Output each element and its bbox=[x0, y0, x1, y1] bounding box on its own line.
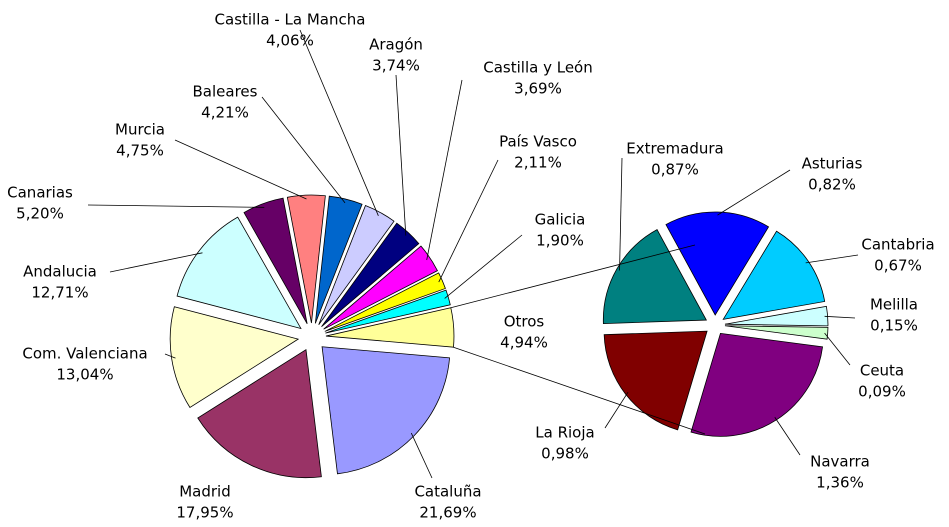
slice-label: Navarra bbox=[810, 453, 870, 471]
slice-label: Melilla bbox=[870, 296, 918, 314]
slice-label: Murcia bbox=[115, 121, 165, 139]
slice-label: Cantabria bbox=[861, 236, 934, 254]
slice-value-label: 0,82% bbox=[808, 176, 856, 194]
pie-slice bbox=[243, 197, 308, 325]
leader-line bbox=[824, 315, 856, 319]
slice-label: Baleares bbox=[193, 83, 258, 101]
pie-slice bbox=[690, 332, 824, 437]
slice-label: Aragón bbox=[369, 36, 423, 54]
slice-value-label: 0,67% bbox=[874, 257, 922, 275]
leader-line bbox=[805, 254, 859, 264]
pie-slice bbox=[169, 306, 300, 409]
slice-label: Galicia bbox=[535, 211, 586, 229]
slice-value-label: 2,11% bbox=[514, 154, 562, 172]
slice-value-label: 12,71% bbox=[31, 284, 88, 302]
slice-value-label: 1,90% bbox=[536, 232, 584, 250]
slice-value-label: 21,69% bbox=[419, 504, 476, 522]
pie-slice bbox=[724, 305, 829, 327]
pie-slice bbox=[286, 194, 326, 324]
slice-value-label: 13,04% bbox=[56, 366, 113, 384]
leader-line bbox=[824, 332, 851, 366]
leader-line bbox=[174, 139, 307, 200]
leader-line bbox=[109, 252, 203, 273]
slice-value-label: 0,09% bbox=[858, 383, 906, 401]
leader-line bbox=[604, 391, 629, 429]
leader-line bbox=[87, 204, 265, 208]
slice-label: La Rioja bbox=[535, 424, 594, 442]
leader-line bbox=[438, 159, 499, 283]
slice-label: Otros bbox=[504, 313, 545, 331]
pie-slice bbox=[325, 289, 451, 334]
slice-value-label: 4,75% bbox=[116, 142, 164, 160]
leader-line bbox=[164, 353, 176, 359]
slice-value-label: 0,98% bbox=[541, 445, 589, 463]
slice-label: Extremadura bbox=[626, 140, 724, 158]
slice-value-label: 0,15% bbox=[870, 317, 918, 335]
pie-slice bbox=[323, 245, 438, 330]
leader-line bbox=[410, 432, 433, 479]
pie-slice bbox=[722, 230, 826, 320]
connector-line bbox=[453, 346, 706, 435]
slice-value-label: 0,87% bbox=[651, 161, 699, 179]
leader-line bbox=[299, 29, 379, 216]
leader-line bbox=[261, 96, 346, 204]
slice-value-label: 1,36% bbox=[816, 474, 864, 492]
pie-slice bbox=[325, 307, 455, 348]
slice-label: Ceuta bbox=[860, 362, 904, 380]
leader-line bbox=[774, 417, 801, 456]
slice-value-label: 3,69% bbox=[514, 80, 562, 98]
slice-label: Castilla - La Mancha bbox=[215, 11, 366, 29]
slice-label: Cataluña bbox=[414, 483, 481, 501]
slice-value-label: 5,20% bbox=[16, 205, 64, 223]
pie-slice bbox=[665, 211, 770, 316]
slice-value-label: 4,94% bbox=[500, 334, 548, 352]
slice-value-label: 4,06% bbox=[266, 32, 314, 50]
pie-slice bbox=[321, 222, 420, 328]
pie-slice bbox=[724, 325, 829, 340]
slice-label: Canarias bbox=[7, 184, 73, 202]
leader-line bbox=[619, 157, 623, 271]
slice-value-label: 17,95% bbox=[176, 504, 233, 522]
pie-slice bbox=[318, 205, 395, 325]
pie-slice bbox=[602, 229, 707, 325]
slice-label: Com. Valenciana bbox=[22, 345, 147, 363]
leader-line bbox=[717, 169, 791, 216]
pie-slice bbox=[314, 195, 363, 324]
slice-label: Asturias bbox=[802, 155, 863, 173]
slice-label: Andalucia bbox=[23, 263, 97, 281]
leader-line bbox=[395, 74, 407, 236]
leader-line bbox=[444, 234, 523, 299]
pie-slice bbox=[197, 348, 322, 479]
connector-line bbox=[450, 244, 696, 309]
pie-slice bbox=[603, 330, 708, 431]
slice-label: Castilla y León bbox=[483, 59, 592, 77]
pie-slice bbox=[321, 346, 451, 475]
leader-line bbox=[426, 79, 463, 261]
slice-value-label: 4,21% bbox=[201, 104, 249, 122]
slice-value-label: 3,74% bbox=[372, 57, 420, 75]
pie-slice bbox=[324, 272, 446, 332]
pie-slice bbox=[176, 216, 302, 330]
slice-label: País Vasco bbox=[499, 133, 577, 151]
slice-label: Madrid bbox=[179, 483, 231, 501]
